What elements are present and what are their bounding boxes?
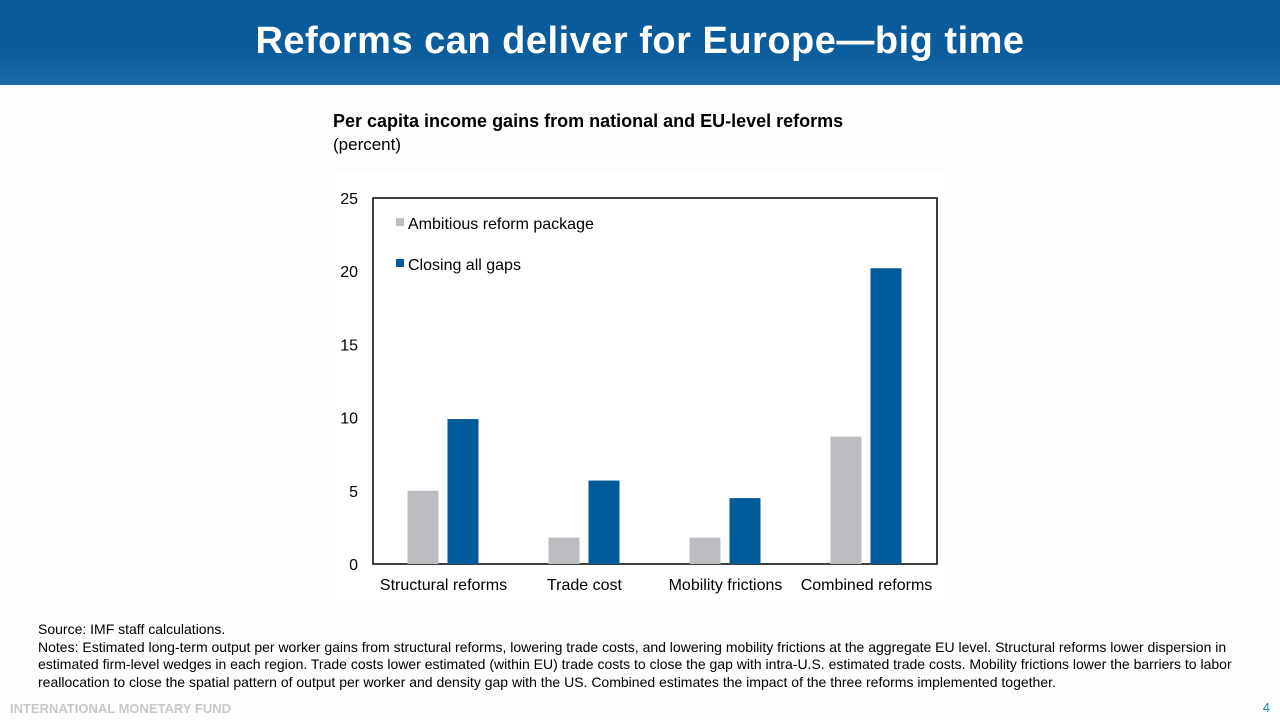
bar-ambitious (830, 436, 862, 564)
bar-ambitious (548, 537, 580, 564)
x-tick-label: Trade cost (547, 577, 623, 594)
x-tick-label: Structural reforms (380, 577, 507, 594)
legend-swatch (396, 218, 404, 226)
x-tick-label: Mobility frictions (669, 577, 783, 594)
chart-title: Per capita income gains from national an… (333, 111, 844, 131)
notes-text: Notes: Estimated long-term output per wo… (38, 638, 1232, 690)
y-tick-label: 25 (340, 191, 358, 208)
legend-label: Ambitious reform package (408, 216, 594, 233)
bar-closing-gaps (447, 419, 479, 564)
bar-closing-gaps (870, 268, 902, 564)
source-note: Source: IMF staff calculations. (38, 621, 226, 637)
bar-closing-gaps (588, 480, 620, 564)
footer-org: INTERNATIONAL MONETARY FUND (10, 701, 231, 716)
chart-subtitle: (percent) (333, 135, 402, 154)
y-tick-label: 10 (340, 411, 358, 428)
y-tick-label: 5 (349, 484, 358, 501)
bar-closing-gaps (729, 498, 761, 564)
y-tick-label: 0 (349, 557, 358, 574)
y-tick-label: 20 (340, 264, 358, 281)
page-number: 4 (1262, 700, 1270, 715)
legend-swatch (396, 259, 404, 267)
x-tick-label: Combined reforms (801, 577, 933, 594)
slide-title: Reforms can deliver for Europe—big time (255, 20, 1025, 62)
plot-frame (372, 197, 938, 565)
notes: Source: IMF staff calculations. Notes: E… (38, 621, 1248, 691)
slide-header: Reforms can deliver for Europe—big time (0, 0, 1280, 85)
y-tick-label: 15 (340, 337, 358, 354)
bar-ambitious (689, 537, 721, 564)
legend-label: Closing all gaps (408, 257, 521, 274)
bar-ambitious (407, 490, 439, 564)
